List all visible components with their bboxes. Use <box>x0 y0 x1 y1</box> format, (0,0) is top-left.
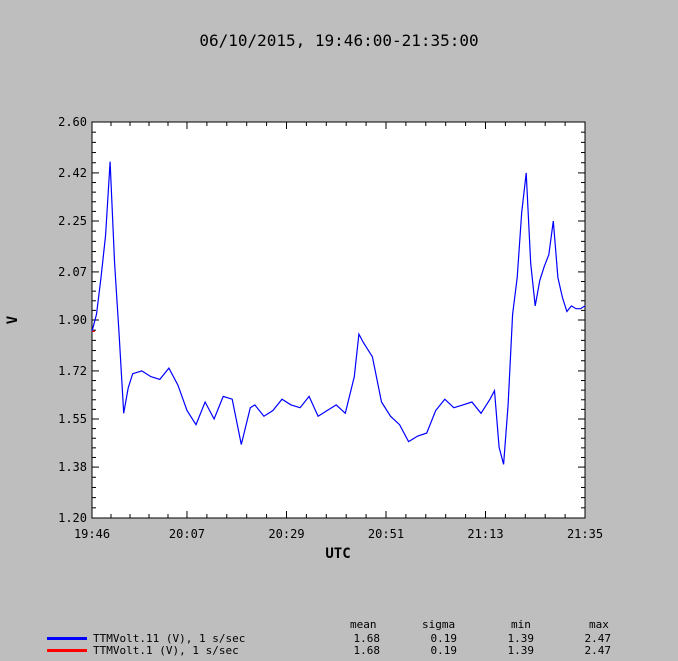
y-axis: 1.20 1.38 1.55 1.72 1.90 2.07 2.25 2.42 2.60 <box>58 115 585 525</box>
legend: mean sigma min max TTMVolt.11 (V), 1 s/s… <box>0 615 678 661</box>
x-tick-label: 20:29 <box>268 527 304 541</box>
legend-series-name: TTMVolt.11 (V), 1 s/sec <box>93 632 246 645</box>
legend-series-name: TTMVolt.1 (V), 1 s/sec <box>93 644 239 657</box>
x-axis-label: UTC <box>325 546 350 562</box>
series-layer <box>91 161 586 465</box>
y-tick-label: 2.25 <box>58 214 87 228</box>
legend-header-sigma: sigma <box>422 618 456 631</box>
legend-sigma: 0.19 <box>430 632 458 645</box>
y-tick-label: 1.20 <box>58 511 87 525</box>
legend-max: 2.47 <box>584 644 612 657</box>
x-tick-label: 21:13 <box>467 527 503 541</box>
y-tick-label: 2.07 <box>58 265 87 279</box>
line-chart: 06/10/2015, 19:46:00-21:35:00 1.201.381.… <box>5 31 603 562</box>
x-tick-label: 21:35 <box>567 527 603 541</box>
chart-title: 06/10/2015, 19:46:00-21:35:00 <box>199 31 478 50</box>
series-line-1 <box>91 161 586 465</box>
legend-min: 1.39 <box>507 644 535 657</box>
x-tick-label: 20:51 <box>368 527 404 541</box>
x-axis: 19:46 20:07 20:29 20:51 21:13 21:35 <box>74 122 603 541</box>
y-tick-label: 1.38 <box>58 460 87 474</box>
legend-mean: 1.68 <box>353 632 381 645</box>
y-axis-label: V <box>5 315 21 324</box>
legend-header-mean: mean <box>350 618 377 631</box>
y-tick-label: 1.90 <box>58 313 87 327</box>
y-tick-label: 1.72 <box>58 364 87 378</box>
legend-max: 2.47 <box>584 632 612 645</box>
y-tick-label: 1.55 <box>58 412 87 426</box>
legend-swatch <box>47 649 87 652</box>
y-tick-label: 2.42 <box>58 166 87 180</box>
legend-sigma: 0.19 <box>430 644 458 657</box>
y-tick-label: 2.60 <box>58 115 87 129</box>
legend-row: TTMVolt.11 (V), 1 s/sec 1.68 0.19 1.39 2… <box>0 632 678 645</box>
legend-header-max: max <box>589 618 609 631</box>
legend-swatch <box>47 637 87 640</box>
legend-header-min: min <box>511 618 531 631</box>
legend-min: 1.39 <box>507 632 535 645</box>
plot-area <box>91 121 586 519</box>
legend-row: TTMVolt.1 (V), 1 s/sec 1.68 0.19 1.39 2.… <box>0 644 678 657</box>
legend-mean: 1.68 <box>353 644 381 657</box>
x-tick-label: 20:07 <box>169 527 205 541</box>
x-tick-label: 19:46 <box>74 527 110 541</box>
